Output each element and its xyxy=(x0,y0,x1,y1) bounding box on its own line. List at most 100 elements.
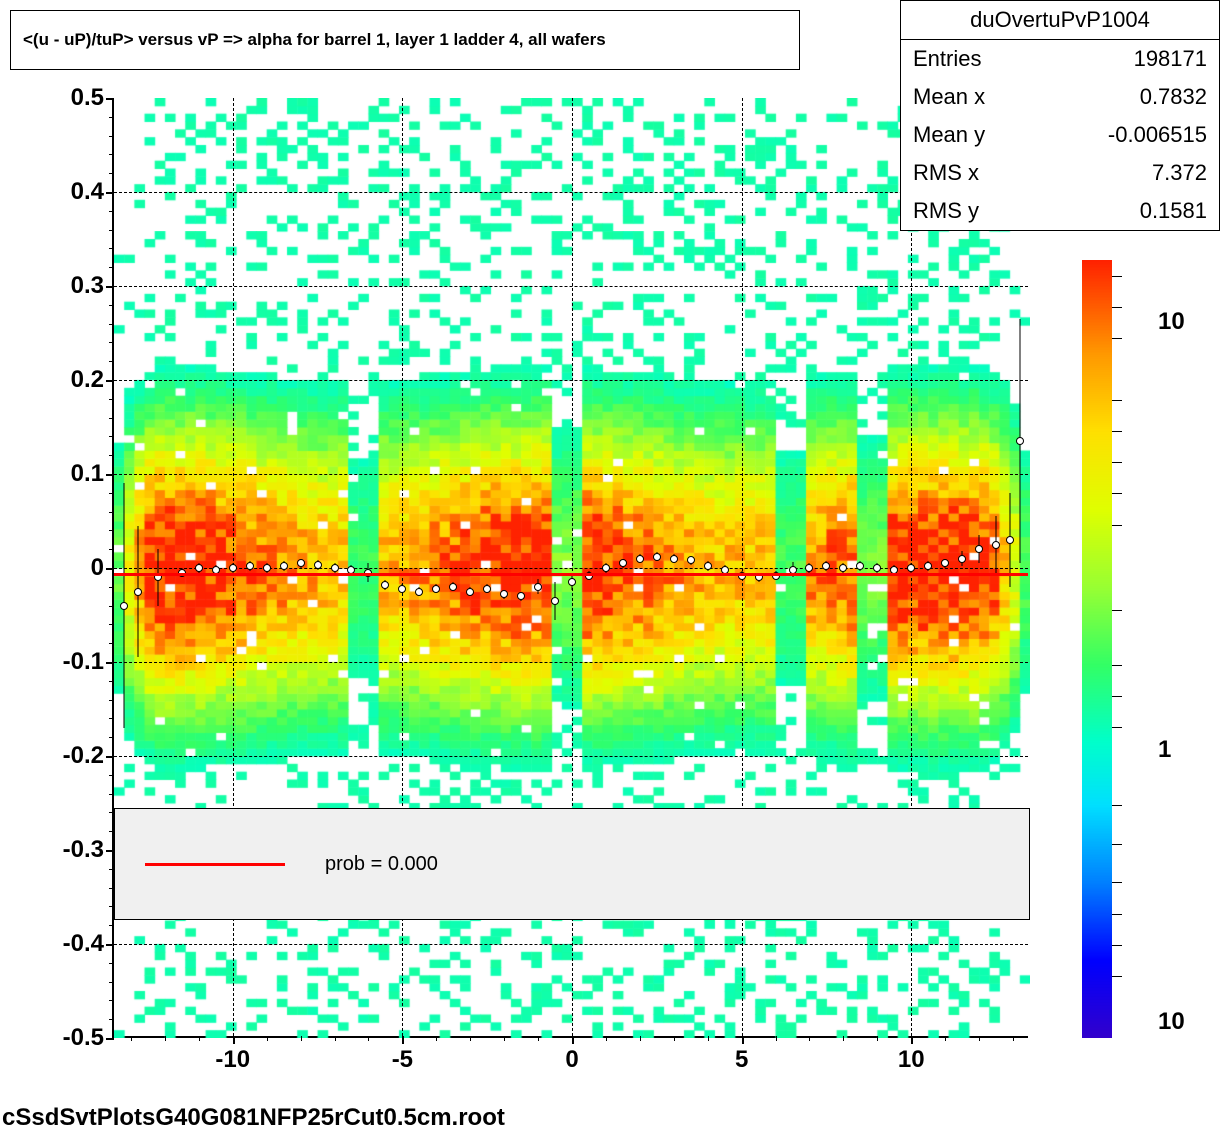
profile-marker xyxy=(1016,437,1024,445)
stats-value: 0.7832 xyxy=(1140,84,1207,110)
stats-histogram-name: duOvertuPvP1004 xyxy=(901,1,1219,40)
stats-row: RMS x 7.372 xyxy=(901,154,1219,192)
y-tick-label: -0.4 xyxy=(63,930,104,958)
stats-label: RMS y xyxy=(913,198,979,224)
stats-value: -0.006515 xyxy=(1108,122,1207,148)
x-tick-minor xyxy=(233,1036,234,1041)
y-tick-minor xyxy=(109,361,114,362)
grid-line-horizontal xyxy=(114,756,1028,757)
y-tick-label: -0.2 xyxy=(63,742,104,770)
legend-text: prob = 0.000 xyxy=(325,853,438,876)
stats-value: 7.372 xyxy=(1152,160,1207,186)
y-tick-label: 0 xyxy=(91,554,104,582)
y-tick-minor xyxy=(109,624,114,625)
colorbar-tick xyxy=(1112,945,1122,946)
y-tick-minor xyxy=(109,1019,114,1020)
y-tick-minor xyxy=(109,643,114,644)
colorbar-tick xyxy=(1112,844,1122,845)
x-tick-minor xyxy=(402,1036,403,1041)
grid-line-horizontal xyxy=(114,380,1028,381)
root: <(u - uP)/tuP> versus vP => alpha for ba… xyxy=(0,0,1232,1136)
stats-row: Mean x 0.7832 xyxy=(901,78,1219,116)
profile-marker xyxy=(398,585,406,593)
stats-label: Mean y xyxy=(913,122,985,148)
x-tick-minor xyxy=(131,1036,132,1041)
x-tick-minor xyxy=(436,1036,437,1041)
profile-marker xyxy=(381,581,389,589)
stats-label: RMS x xyxy=(913,160,979,186)
y-tick-minor xyxy=(109,493,114,494)
colorbar-tick xyxy=(1112,914,1122,915)
stats-row: Mean y -0.006515 xyxy=(901,116,1219,154)
profile-marker xyxy=(449,583,457,591)
y-tick-minor xyxy=(109,418,114,419)
y-tick-label: 0.5 xyxy=(71,84,104,112)
profile-marker xyxy=(134,588,142,596)
y-tick-minor xyxy=(109,267,114,268)
stats-row: RMS y0.1581 xyxy=(901,192,1219,230)
y-tick-minor xyxy=(109,211,114,212)
colorbar-tick xyxy=(1112,696,1122,697)
stats-value: 198171 xyxy=(1134,46,1207,72)
x-tick-minor xyxy=(640,1036,641,1041)
x-tick-label: -10 xyxy=(215,1046,250,1074)
profile-marker xyxy=(1006,536,1014,544)
x-tick-label: 0 xyxy=(565,1046,578,1074)
profile-marker xyxy=(907,564,915,572)
colorbar-tick xyxy=(1112,882,1122,883)
profile-marker xyxy=(195,564,203,572)
profile-marker xyxy=(415,588,423,596)
x-tick-minor xyxy=(742,1036,743,1041)
x-tick-minor xyxy=(267,1036,268,1041)
y-tick-minor xyxy=(109,982,114,983)
profile-marker xyxy=(941,559,949,567)
x-tick-minor xyxy=(945,1036,946,1041)
colorbar-tick xyxy=(1112,493,1122,494)
stats-label: Entries xyxy=(913,46,981,72)
profile-marker xyxy=(483,585,491,593)
colorbar-tick xyxy=(1112,727,1122,728)
y-tick-minor xyxy=(109,1000,114,1001)
profile-marker xyxy=(229,564,237,572)
stats-label: Mean x xyxy=(913,84,985,110)
y-tick-minor xyxy=(109,436,114,437)
x-tick-minor xyxy=(572,1036,573,1041)
colorbar-tick xyxy=(1112,610,1122,611)
profile-marker xyxy=(500,590,508,598)
colorbar-tick xyxy=(1112,338,1122,339)
stats-row: Entries 198171 xyxy=(901,40,1219,78)
x-tick-minor xyxy=(470,1036,471,1041)
profile-marker xyxy=(924,562,932,570)
legend-box: prob = 0.000 xyxy=(114,808,1030,921)
profile-marker xyxy=(856,562,864,570)
fit-line xyxy=(114,573,1028,576)
grid-line-horizontal xyxy=(114,474,1028,475)
y-tick-minor xyxy=(109,718,114,719)
colorbar-tick xyxy=(1112,276,1122,277)
y-tick-minor xyxy=(109,98,114,99)
y-tick-label: -0.3 xyxy=(63,836,104,864)
profile-marker xyxy=(619,559,627,567)
profile-marker xyxy=(805,564,813,572)
profile-marker xyxy=(432,585,440,593)
profile-marker xyxy=(822,562,830,570)
colorbar-tick xyxy=(1112,400,1122,401)
y-tick-minor xyxy=(109,775,114,776)
y-tick-minor xyxy=(109,117,114,118)
x-tick-minor xyxy=(843,1036,844,1041)
plot-title-text: <(u - uP)/tuP> versus vP => alpha for ba… xyxy=(23,30,606,50)
y-tick-minor xyxy=(109,136,114,137)
profile-marker xyxy=(839,564,847,572)
profile-marker xyxy=(297,559,305,567)
y-tick-minor xyxy=(109,173,114,174)
y-tick-minor xyxy=(109,737,114,738)
colorbar-tick xyxy=(1112,525,1122,526)
profile-marker xyxy=(958,555,966,563)
profile-marker xyxy=(992,541,1000,549)
x-tick-minor xyxy=(165,1036,166,1041)
y-tick-label: 0.2 xyxy=(71,366,104,394)
x-tick-minor xyxy=(674,1036,675,1041)
grid-line-horizontal xyxy=(114,662,1028,663)
x-tick-minor xyxy=(335,1036,336,1041)
y-tick-minor xyxy=(109,399,114,400)
